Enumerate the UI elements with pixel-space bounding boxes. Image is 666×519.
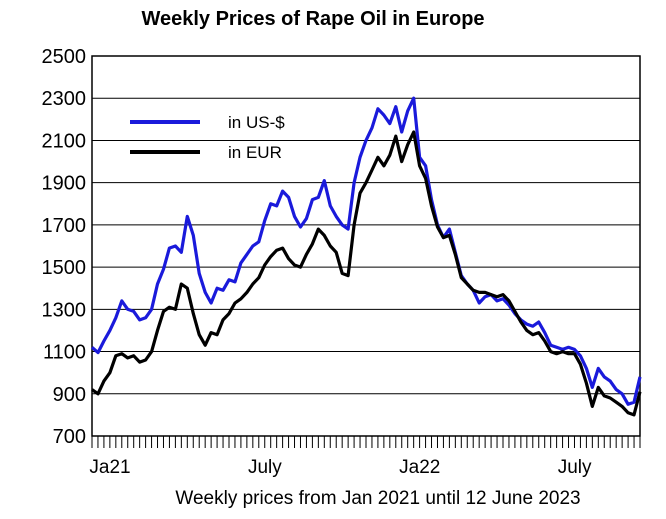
x-minor-ticks xyxy=(91,436,641,448)
legend-label: in US-$ xyxy=(228,113,285,132)
y-tick-label: 2500 xyxy=(42,46,87,68)
series-lines xyxy=(90,96,642,417)
series-line-eur xyxy=(91,130,642,417)
y-tick-label: 1100 xyxy=(43,342,86,364)
x-axis-label: Weekly prices from Jan 2021 until 12 Jun… xyxy=(175,488,580,509)
legend-label: in EUR xyxy=(228,143,282,162)
y-tick-label: 1300 xyxy=(42,299,87,321)
y-tick-label: 1500 xyxy=(42,257,87,279)
x-tick-label: Ja22 xyxy=(399,457,440,478)
y-tick-label: 900 xyxy=(53,384,86,406)
x-axis: Ja21JulyJa22JulyJa23 xyxy=(89,457,592,478)
chart-title: Weekly Prices of Rape Oil in Europe xyxy=(141,8,485,30)
y-tick-label: 1700 xyxy=(42,215,87,237)
series-line-usd xyxy=(90,96,642,406)
legend: in US-$ in EUR xyxy=(130,113,285,162)
x-tick-label: July xyxy=(558,457,592,478)
y-tick-label: 1900 xyxy=(42,173,87,195)
x-tick-label: July xyxy=(248,457,282,478)
y-tick-label: 2300 xyxy=(42,88,87,110)
y-axis: 700 900 1100 1300 1500 1700 1900 2100 2300 2500 xyxy=(42,46,87,448)
y-tick-label: 700 xyxy=(53,426,86,448)
x-tick-label: Ja21 xyxy=(89,457,130,478)
gridlines xyxy=(92,97,640,395)
y-tick-label: 2100 xyxy=(42,130,87,152)
